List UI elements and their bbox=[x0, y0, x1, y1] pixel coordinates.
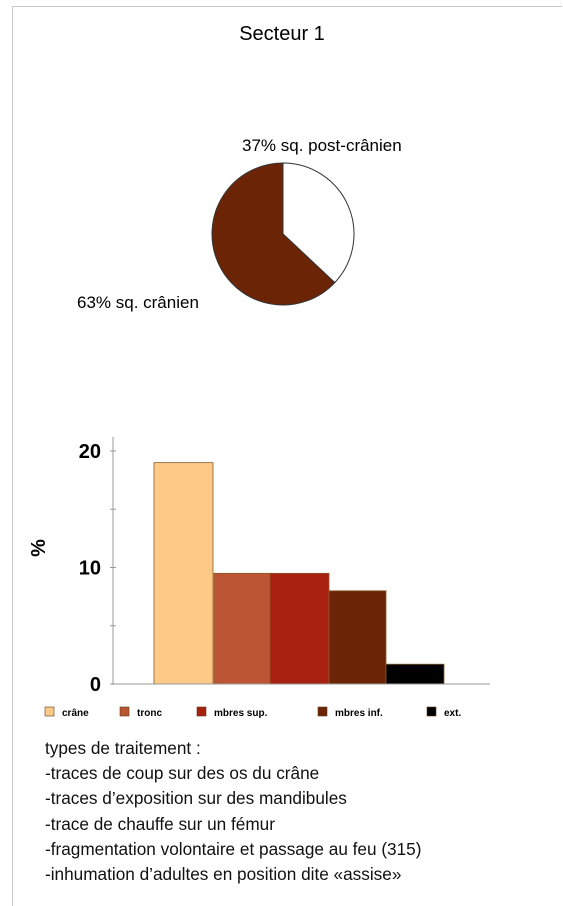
treatment-notes: types de traitement : -traces de coup su… bbox=[45, 736, 555, 887]
legend-swatch-0 bbox=[44, 706, 55, 717]
y-tick-label: 0 bbox=[90, 674, 101, 696]
notes-item: -fragmentation volontaire et passage au … bbox=[45, 838, 422, 859]
legend-label-2: mbres sup. bbox=[214, 708, 268, 719]
legend-swatch-3 bbox=[317, 706, 328, 717]
y-tick-label: 20 bbox=[79, 441, 101, 463]
bar-3 bbox=[328, 590, 387, 685]
legend-label-0: crâne bbox=[62, 708, 89, 719]
bar-1 bbox=[213, 572, 271, 685]
bar-2 bbox=[269, 572, 330, 685]
notes-item: -inhumation d’adultes en position dite «… bbox=[45, 864, 402, 885]
notes-heading: types de traitement : bbox=[45, 738, 201, 758]
bar-chart bbox=[153, 462, 445, 685]
pie-slice-0 bbox=[282, 162, 355, 284]
legend-label-4: ext. bbox=[444, 708, 461, 719]
pie-label-cranien: 63% sq. crânien bbox=[77, 293, 199, 312]
notes-item: -traces de coup sur des os du crâne bbox=[45, 763, 320, 784]
legend-label-1: tronc bbox=[137, 708, 162, 719]
notes-item: -trace de chauffe sur un fémur bbox=[45, 813, 275, 834]
pie-chart bbox=[211, 162, 355, 306]
legend-label-3: mbres inf. bbox=[335, 708, 383, 719]
pie-label-post-cranien: 37% sq. post-crânien bbox=[242, 136, 402, 155]
bar-0 bbox=[153, 462, 214, 685]
legend-swatch-4 bbox=[426, 706, 437, 717]
bar-legend: crâne tronc mbres sup. mbres inf. ext. bbox=[44, 706, 461, 719]
notes-item: -traces d’exposition sur des mandibules bbox=[45, 788, 347, 809]
legend-swatch-1 bbox=[119, 706, 130, 717]
y-axis-label: % bbox=[28, 539, 50, 557]
legend-swatch-2 bbox=[196, 706, 207, 717]
pie-title: Secteur 1 bbox=[239, 23, 325, 45]
pie-slice-1 bbox=[211, 162, 336, 306]
figure-frame bbox=[12, 6, 562, 906]
bar-axis: 0 10 20 bbox=[79, 437, 490, 696]
y-tick-label: 10 bbox=[79, 558, 101, 580]
bar-4 bbox=[385, 663, 445, 685]
